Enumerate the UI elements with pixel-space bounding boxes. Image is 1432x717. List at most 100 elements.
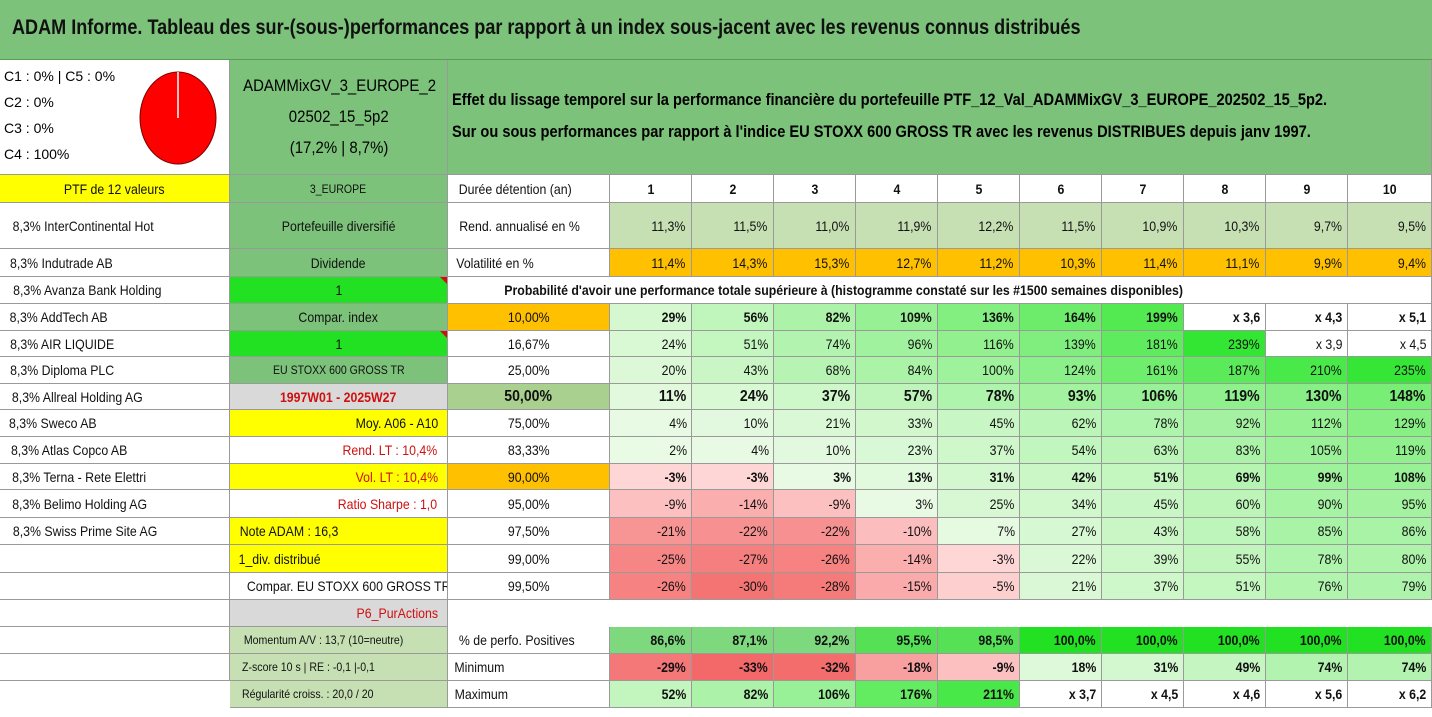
positives-value-6[interactable]: 100,0% <box>1020 627 1102 654</box>
minimum-value-2[interactable]: -33% <box>692 654 774 681</box>
probability-value-10-8[interactable]: 55% <box>1184 545 1266 573</box>
maximum-value-8[interactable]: x 4,6 <box>1184 681 1266 708</box>
probability-value-8-9[interactable]: 90% <box>1266 490 1348 518</box>
probability-level-1[interactable]: 10,00% <box>448 304 610 331</box>
probability-level-5[interactable]: 75,00% <box>448 410 610 437</box>
period-range[interactable]: 1997W01 - 2025W27 <box>230 384 448 410</box>
rend-value-5[interactable]: 12,2% <box>938 203 1020 249</box>
probability-value-6-2[interactable]: 4% <box>692 437 774 464</box>
probability-value-4-2[interactable]: 24% <box>692 384 774 410</box>
minimum-value-9[interactable]: 74% <box>1266 654 1348 681</box>
holding-1[interactable]: 8,3% InterContinental Hot <box>0 203 230 249</box>
rend-value-10[interactable]: 9,5% <box>1348 203 1432 249</box>
regularite[interactable]: Régularité croiss. : 20,0 / 20 <box>230 681 448 708</box>
probability-value-5-3[interactable]: 21% <box>774 410 856 437</box>
probability-value-6-10[interactable]: 119% <box>1348 437 1432 464</box>
duration-value-10[interactable]: 10 <box>1348 175 1432 203</box>
maximum-value-2[interactable]: 82% <box>692 681 774 708</box>
probability-value-9-3[interactable]: -22% <box>774 518 856 545</box>
probability-level-8[interactable]: 95,00% <box>448 490 610 518</box>
minimum-value-4[interactable]: -18% <box>856 654 938 681</box>
probability-value-11-5[interactable]: -5% <box>938 573 1020 600</box>
probability-level-7[interactable]: 90,00% <box>448 464 610 490</box>
vol-value-6[interactable]: 10,3% <box>1020 249 1102 277</box>
probability-value-11-3[interactable]: -28% <box>774 573 856 600</box>
probability-value-2-2[interactable]: 51% <box>692 331 774 357</box>
div-distribue[interactable]: 1_div. distribué <box>230 545 448 573</box>
probability-value-4-8[interactable]: 119% <box>1184 384 1266 410</box>
probability-value-7-3[interactable]: 3% <box>774 464 856 490</box>
probability-value-1-4[interactable]: 109% <box>856 304 938 331</box>
probability-value-1-8[interactable]: x 3,6 <box>1184 304 1266 331</box>
probability-value-9-8[interactable]: 58% <box>1184 518 1266 545</box>
minimum-value-3[interactable]: -32% <box>774 654 856 681</box>
positives-value-10[interactable]: 100,0% <box>1348 627 1432 654</box>
probability-value-5-7[interactable]: 78% <box>1102 410 1184 437</box>
portfolio-type[interactable]: Portefeuille diversifié <box>230 203 448 249</box>
positives-value-3[interactable]: 92,2% <box>774 627 856 654</box>
positives-value-1[interactable]: 86,6% <box>610 627 692 654</box>
empty-cell[interactable] <box>0 573 230 600</box>
probability-value-6-5[interactable]: 37% <box>938 437 1020 464</box>
probability-value-7-6[interactable]: 42% <box>1020 464 1102 490</box>
maximum-value-1[interactable]: 52% <box>610 681 692 708</box>
probability-value-10-4[interactable]: -14% <box>856 545 938 573</box>
probability-value-7-1[interactable]: -3% <box>610 464 692 490</box>
note-adam[interactable]: Note ADAM : 16,3 <box>230 518 448 545</box>
probability-value-2-7[interactable]: 181% <box>1102 331 1184 357</box>
probability-value-3-9[interactable]: 210% <box>1266 357 1348 384</box>
maximum-value-4[interactable]: 176% <box>856 681 938 708</box>
positives-value-4[interactable]: 95,5% <box>856 627 938 654</box>
holding-2[interactable]: 8,3% Indutrade AB <box>0 249 230 277</box>
probability-value-5-4[interactable]: 33% <box>856 410 938 437</box>
probability-value-11-9[interactable]: 76% <box>1266 573 1348 600</box>
probability-value-11-4[interactable]: -15% <box>856 573 938 600</box>
compar-full[interactable]: Compar. EU STOXX 600 GROSS TR <box>230 573 448 600</box>
vol-value-4[interactable]: 12,7% <box>856 249 938 277</box>
probability-value-10-3[interactable]: -26% <box>774 545 856 573</box>
ptf-label[interactable]: PTF de 12 valeurs <box>0 175 230 203</box>
moy-label[interactable]: Moy. A06 - A10 <box>230 410 448 437</box>
probability-value-7-8[interactable]: 69% <box>1184 464 1266 490</box>
rend-value-3[interactable]: 11,0% <box>774 203 856 249</box>
duration-value-7[interactable]: 7 <box>1102 175 1184 203</box>
rend-value-7[interactable]: 10,9% <box>1102 203 1184 249</box>
probability-value-8-5[interactable]: 25% <box>938 490 1020 518</box>
duration-value-9[interactable]: 9 <box>1266 175 1348 203</box>
probability-value-8-2[interactable]: -14% <box>692 490 774 518</box>
rend-value-8[interactable]: 10,3% <box>1184 203 1266 249</box>
probability-value-10-1[interactable]: -25% <box>610 545 692 573</box>
vol-value-1[interactable]: 11,4% <box>610 249 692 277</box>
minimum-value-8[interactable]: 49% <box>1184 654 1266 681</box>
duration-value-6[interactable]: 6 <box>1020 175 1102 203</box>
probability-value-10-2[interactable]: -27% <box>692 545 774 573</box>
zone-label[interactable]: 3_EUROPE <box>230 175 448 203</box>
probability-value-11-7[interactable]: 37% <box>1102 573 1184 600</box>
probability-value-1-1[interactable]: 29% <box>610 304 692 331</box>
probability-value-4-1[interactable]: 11% <box>610 384 692 410</box>
probability-value-11-2[interactable]: -30% <box>692 573 774 600</box>
probability-value-4-5[interactable]: 78% <box>938 384 1020 410</box>
probability-value-11-1[interactable]: -26% <box>610 573 692 600</box>
empty-cell[interactable] <box>0 627 230 654</box>
holding-3[interactable]: 8,3% Avanza Bank Holding <box>0 277 230 304</box>
minimum-label[interactable]: Minimum <box>448 654 610 681</box>
holding-7[interactable]: 8,3% Allreal Holding AG <box>0 384 230 410</box>
duration-value-8[interactable]: 8 <box>1184 175 1266 203</box>
holding-11[interactable]: 8,3% Belimo Holding AG <box>0 490 230 518</box>
probability-value-6-9[interactable]: 105% <box>1266 437 1348 464</box>
probability-value-1-2[interactable]: 56% <box>692 304 774 331</box>
minimum-value-7[interactable]: 31% <box>1102 654 1184 681</box>
probability-value-1-10[interactable]: x 5,1 <box>1348 304 1432 331</box>
probability-value-4-7[interactable]: 106% <box>1102 384 1184 410</box>
probability-value-8-8[interactable]: 60% <box>1184 490 1266 518</box>
probability-value-5-1[interactable]: 4% <box>610 410 692 437</box>
probability-level-10[interactable]: 99,00% <box>448 545 610 573</box>
probability-value-11-6[interactable]: 21% <box>1020 573 1102 600</box>
probability-value-9-2[interactable]: -22% <box>692 518 774 545</box>
empty-cell[interactable] <box>0 600 230 627</box>
minimum-value-1[interactable]: -29% <box>610 654 692 681</box>
probability-level-9[interactable]: 97,50% <box>448 518 610 545</box>
positives-value-7[interactable]: 100,0% <box>1102 627 1184 654</box>
index-name[interactable]: EU STOXX 600 GROSS TR <box>230 357 448 384</box>
